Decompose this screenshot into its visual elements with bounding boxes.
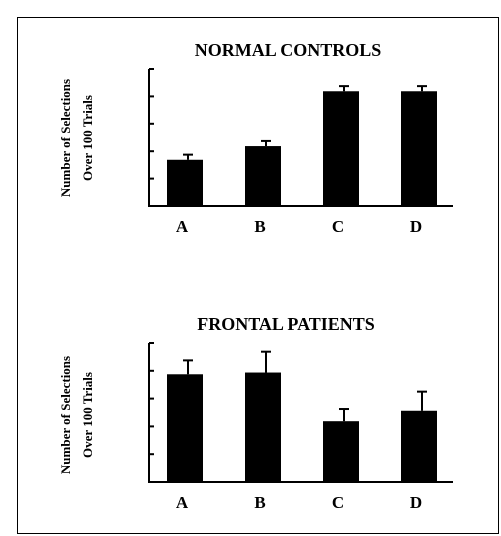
chart-2-tick-label-d: D <box>410 493 422 512</box>
chart-1-title: NORMAL CONTROLS <box>195 40 382 60</box>
chart-2-ylabel-line2: Over 100 Trials <box>80 372 95 458</box>
chart-2-tick-label-c: C <box>332 493 344 512</box>
chart-2-plot: A B C D <box>148 342 453 512</box>
chart-2-tick-label-a: A <box>176 493 189 512</box>
chart-2-bar-a <box>167 374 203 482</box>
chart-1-bar-b <box>245 146 281 206</box>
chart-1-bar-c <box>323 91 359 206</box>
chart-1-bar-d <box>401 91 437 206</box>
chart-1-ylabel-line2: Over 100 Trials <box>80 95 95 181</box>
chart-1-tick-label-b: B <box>254 217 265 236</box>
chart-1-bar-a <box>167 159 203 206</box>
chart-2-bar-b <box>245 372 281 482</box>
chart-1-plot: A B C D <box>148 68 453 236</box>
chart-2-title: FRONTAL PATIENTS <box>197 314 375 334</box>
chart-1-tick-label-c: C <box>332 217 344 236</box>
chart-2-ylabel-line1: Number of Selections <box>58 356 73 474</box>
chart-1-ylabel-line1: Number of Selections <box>58 79 73 197</box>
chart-2-tick-label-b: B <box>254 493 265 512</box>
chart-1-tick-label-a: A <box>176 217 189 236</box>
chart-2-bar-d <box>401 410 437 482</box>
chart-1-tick-label-d: D <box>410 217 422 236</box>
chart-2-bar-c <box>323 421 359 482</box>
